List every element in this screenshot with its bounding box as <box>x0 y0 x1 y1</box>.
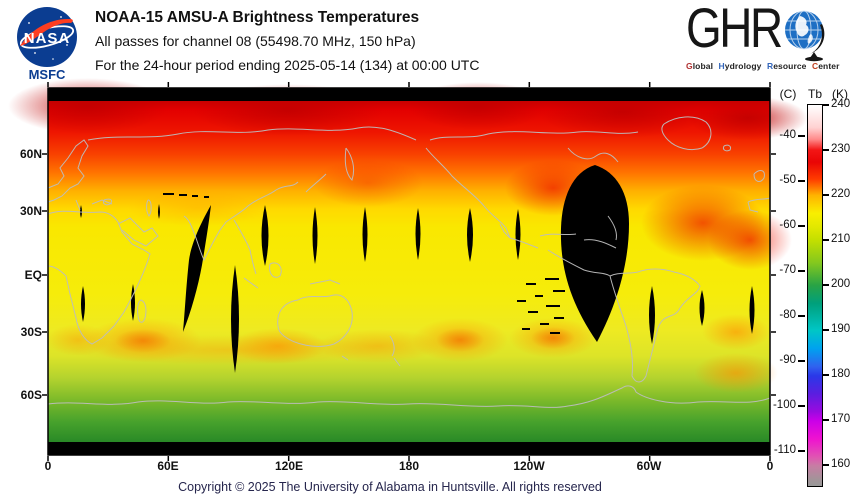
lat-label-30n: 30N <box>19 204 42 218</box>
celsius-label--90: -90 <box>779 354 796 366</box>
lon-label-0e: 0 <box>44 459 52 473</box>
gap-dashes <box>163 193 565 334</box>
colorbar-tick-c <box>798 270 805 272</box>
lon-label-60w: 60W <box>636 459 662 473</box>
colorbar-tick <box>822 329 829 331</box>
colorbar-tick-c <box>798 360 805 362</box>
colorbar-tick <box>822 149 829 151</box>
kelvin-label-200: 200 <box>831 278 851 290</box>
kelvin-label-220: 220 <box>831 188 851 200</box>
celsius-label--80: -80 <box>779 309 796 321</box>
kelvin-label-230: 230 <box>831 143 851 155</box>
ghrc-logo: GHR Global Hydrology Resource Center <box>684 0 852 80</box>
colorbar-tick <box>822 464 829 466</box>
celsius-label--70: -70 <box>779 264 796 276</box>
ghrc-word-rest: lobal <box>692 61 714 71</box>
celsius-label--40: -40 <box>779 129 796 141</box>
celsius-label--100: -100 <box>772 399 796 411</box>
colorbar-tick <box>822 284 829 286</box>
kelvin-label-170: 170 <box>831 413 851 425</box>
nasa-wordmark: NASA <box>24 30 71 47</box>
ghrc-word-initial: G <box>686 61 693 71</box>
colorbar-tick <box>822 194 829 196</box>
lat-label-30s: 30S <box>20 325 42 339</box>
ghrc-word-rest: esource <box>773 61 807 71</box>
page-subtitle-channel: All passes for channel 08 (55498.70 MHz,… <box>95 33 416 49</box>
ghrc-globe-icon <box>785 10 825 62</box>
lat-label-eq: EQ <box>24 268 42 282</box>
brightness-temperature-map <box>8 78 808 461</box>
colorbar-tick-c <box>798 315 805 317</box>
coastlines <box>47 116 771 408</box>
kelvin-label-240: 240 <box>831 98 851 110</box>
colorbar-tick <box>822 419 829 421</box>
nasa-logo-stars <box>28 16 68 60</box>
ghrc-word-initial: R <box>766 61 774 71</box>
ghrc-tagline: Global Hydrology Resource Center <box>686 61 852 71</box>
lon-label-0w: 0 <box>766 459 774 473</box>
colorbar-tick-c <box>798 450 805 452</box>
colorbar-tick <box>822 239 829 241</box>
colorbar-tick-c <box>798 405 805 407</box>
ghrc-word-initial: H <box>718 61 725 71</box>
lon-label-120w: 120W <box>513 459 545 473</box>
page-title: NOAA-15 AMSU-A Brightness Temperatures <box>95 9 420 26</box>
nasa-logo-swoosh <box>20 18 73 46</box>
colorbar-unit-celsius: (C) <box>779 87 797 101</box>
page-subtitle-period: For the 24-hour period ending 2025-05-14… <box>95 57 480 73</box>
nasa-logo: NASA <box>17 7 77 67</box>
lon-label-180: 180 <box>398 459 420 473</box>
celsius-label--50: -50 <box>779 174 796 186</box>
kelvin-label-190: 190 <box>831 323 851 335</box>
ghrc-word-initial: C <box>811 61 819 71</box>
no-data-gaps <box>48 88 770 455</box>
msfc-label: MSFC <box>28 67 66 82</box>
celsius-label--110: -110 <box>773 444 796 456</box>
colorbar-tick <box>822 374 829 376</box>
celsius-label--60: -60 <box>779 219 796 231</box>
tb-field-background <box>48 88 770 455</box>
colorbar-tick <box>822 104 829 106</box>
lat-label-60s: 60S <box>20 388 42 402</box>
colorbar-unit-tb: Tb <box>807 87 822 101</box>
map-border <box>47 87 771 456</box>
colorbar-gradient <box>807 104 823 487</box>
lat-label-60n: 60N <box>19 147 42 161</box>
lon-label-120e: 120E <box>274 459 304 473</box>
colorbar-unit-kelvin: (K) <box>832 87 848 101</box>
map-ticks <box>42 82 776 461</box>
colorbar-tick-c <box>798 225 805 227</box>
lon-label-60e: 60E <box>157 459 179 473</box>
kelvin-label-210: 210 <box>831 233 851 245</box>
colorbar-tick-c <box>798 135 805 137</box>
kelvin-label-180: 180 <box>831 368 851 380</box>
ghrc-word-rest: ydrology <box>724 61 762 71</box>
copyright-notice: Copyright © 2025 The University of Alaba… <box>178 480 602 494</box>
colorbar-tick-c <box>798 180 805 182</box>
kelvin-label-160: 160 <box>831 458 851 470</box>
ghrc-word-rest: enter <box>818 61 840 71</box>
ghrc-letters: GHR <box>686 0 783 59</box>
